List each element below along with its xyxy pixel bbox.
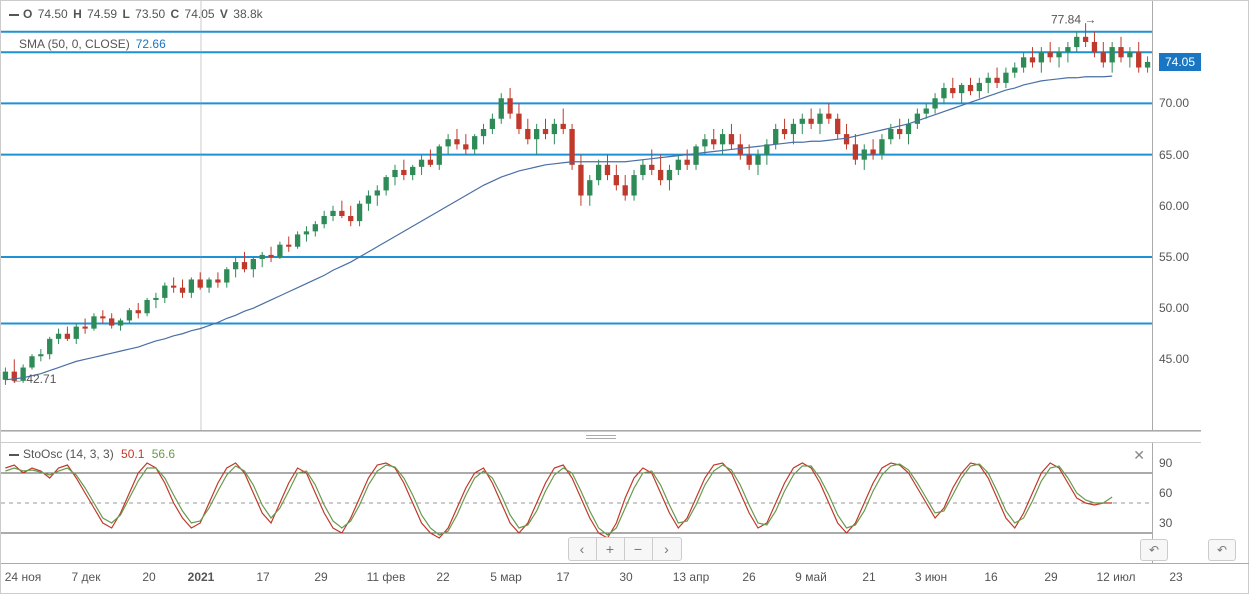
price-y-axis: 45.0050.0055.0060.0065.0070.0074.05: [1152, 1, 1201, 431]
nav-button[interactable]: ‹: [569, 538, 597, 560]
nav-button[interactable]: ›: [653, 538, 681, 560]
close-icon[interactable]: ✕: [1133, 447, 1145, 464]
current-price-tag: 74.05: [1159, 53, 1201, 71]
chart-container: O 74.50 H 74.59 L 73.50 C 74.05 V 38.8k …: [0, 0, 1249, 594]
pane-separator[interactable]: [1, 431, 1201, 443]
nav-button[interactable]: −: [625, 538, 653, 560]
price-canvas: 77.84 → ← 42.71: [1, 1, 1201, 431]
time-axis: 24 ноя7 дек202021172911 фев225 мар173013…: [1, 563, 1249, 593]
oscillator-readout: StoOsc (14, 3, 3) 50.1 56.6: [23, 447, 175, 461]
drag-handle-icon[interactable]: [586, 435, 616, 439]
undo-button[interactable]: ↶: [1140, 539, 1168, 561]
nav-button[interactable]: +: [597, 538, 625, 560]
svg-text:← 42.71: ← 42.71: [11, 372, 57, 386]
undo-button-2[interactable]: ↶: [1208, 539, 1236, 561]
svg-text:77.84 →: 77.84 →: [1051, 13, 1096, 27]
zoom-nav-controls: ‹+−›: [568, 537, 682, 561]
price-chart[interactable]: O 74.50 H 74.59 L 73.50 C 74.05 V 38.8k …: [1, 1, 1201, 431]
